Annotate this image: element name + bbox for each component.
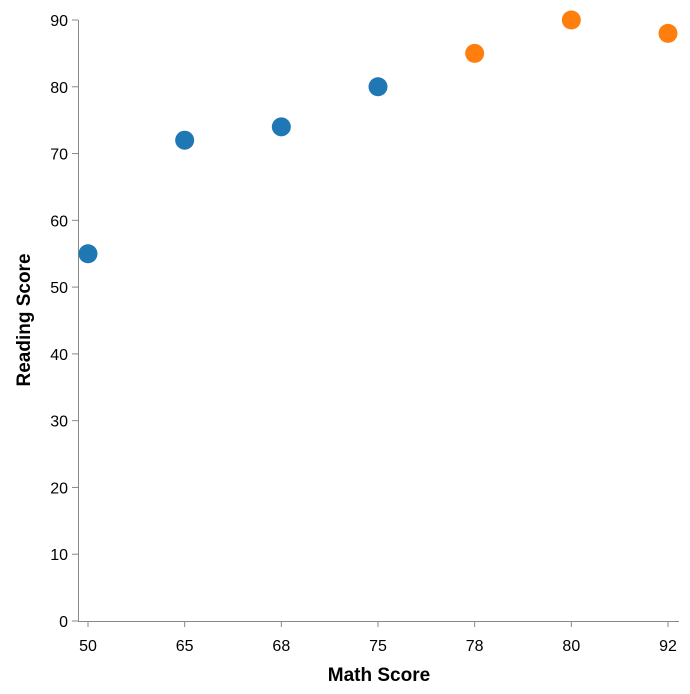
y-tick-label: 50 (50, 280, 68, 297)
y-axis: 0 10 20 30 40 50 60 70 80 90 (50, 13, 79, 631)
x-axis-title: Math Score (328, 665, 430, 686)
y-tick-label: 30 (50, 414, 68, 431)
y-tick-label: 60 (50, 213, 68, 230)
y-tick-label: 0 (59, 614, 68, 631)
x-tick-label: 75 (369, 638, 387, 655)
y-tick-label: 40 (50, 347, 68, 364)
data-point (465, 43, 485, 63)
data-point (561, 10, 581, 30)
data-point (175, 130, 195, 150)
x-tick-label: 92 (659, 638, 677, 655)
x-axis: 50 65 68 75 78 80 92 (78, 621, 679, 655)
x-tick-label: 65 (176, 638, 194, 655)
x-tick-label: 78 (466, 638, 484, 655)
y-tick-label: 20 (50, 480, 68, 497)
y-tick-label: 90 (50, 13, 68, 30)
x-tick-label: 80 (562, 638, 580, 655)
data-point (271, 117, 291, 137)
y-tick-label: 70 (50, 147, 68, 164)
y-tick-label: 10 (50, 547, 68, 564)
data-point (368, 77, 388, 97)
data-points (78, 10, 678, 264)
data-point (658, 23, 678, 43)
y-axis-title: Reading Score (14, 253, 35, 386)
x-tick-label: 68 (272, 638, 290, 655)
y-tick-label: 80 (50, 80, 68, 97)
x-tick-label: 50 (79, 638, 97, 655)
data-point (78, 244, 98, 264)
